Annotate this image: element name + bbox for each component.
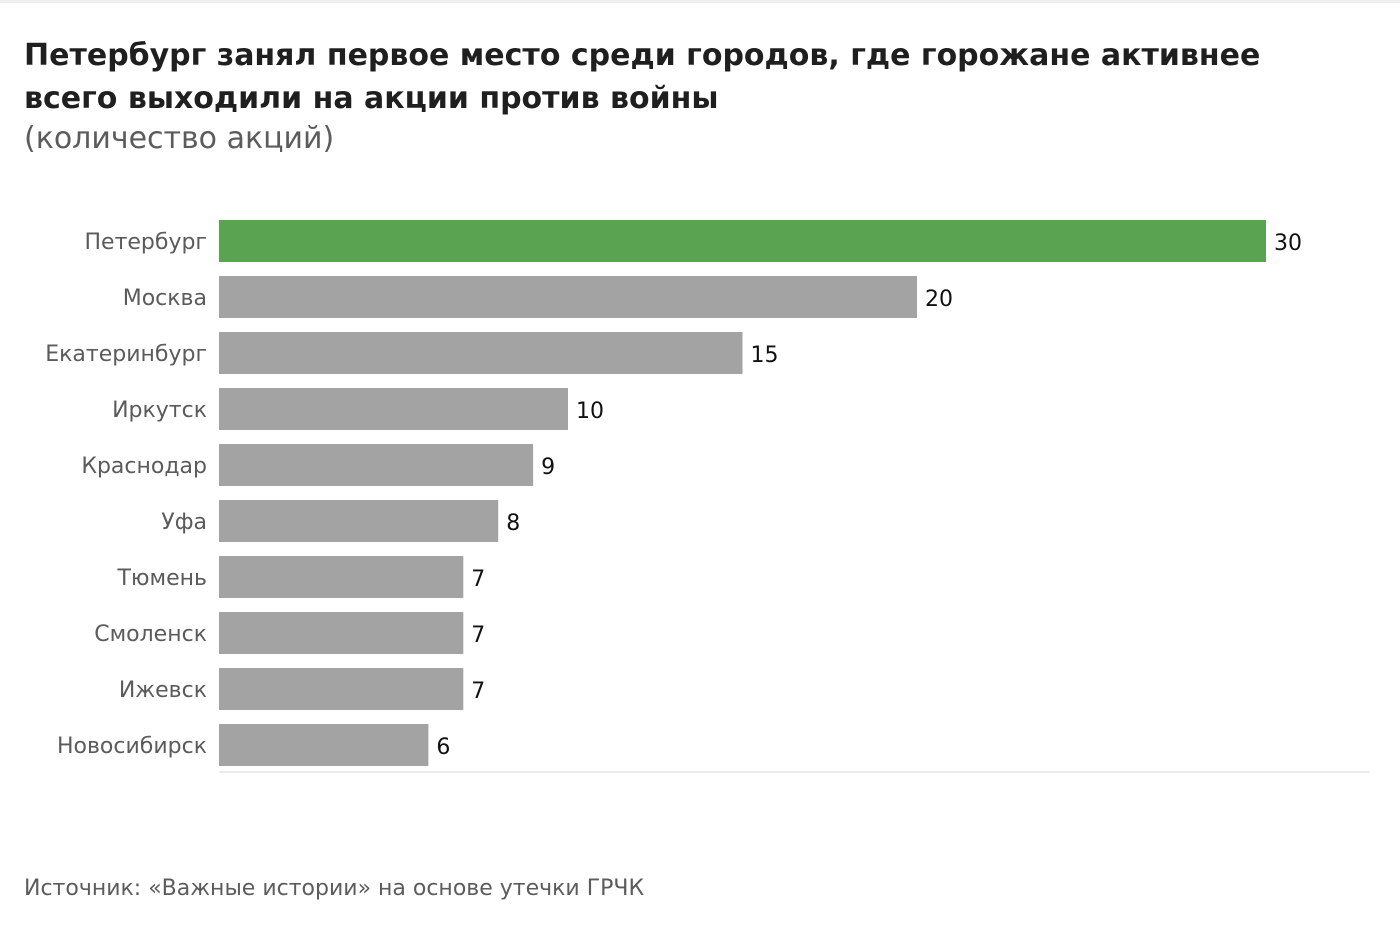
bar-6 <box>219 500 499 542</box>
chart-title: Петербург занял первое место среди город… <box>24 38 1261 116</box>
chart-subtitle: (количество акций) <box>24 121 335 156</box>
category-label-4: Иркутск <box>112 398 207 423</box>
value-label-3: 15 <box>751 343 779 368</box>
category-label-1: Петербург <box>84 230 207 255</box>
category-label-8: Смоленск <box>94 622 207 647</box>
category-label-3: Екатеринбург <box>45 342 207 367</box>
bar-1 <box>219 220 1266 262</box>
value-label-5: 9 <box>541 455 555 480</box>
category-label-2: Москва <box>123 286 207 311</box>
category-label-9: Ижевск <box>119 678 207 703</box>
value-label-10: 6 <box>436 735 450 760</box>
bar-3 <box>219 332 743 374</box>
bar-9 <box>219 668 464 710</box>
bar-7 <box>219 556 464 598</box>
value-label-2: 20 <box>925 287 953 312</box>
category-label-10: Новосибирск <box>57 734 207 759</box>
value-label-8: 7 <box>471 623 485 648</box>
category-label-6: Уфа <box>161 510 207 535</box>
value-label-6: 8 <box>506 511 520 536</box>
bar-5 <box>219 444 534 486</box>
value-label-1: 30 <box>1274 231 1302 256</box>
source-note: Источник: «Важные истории» на основе уте… <box>24 876 645 901</box>
bar-2 <box>219 276 917 318</box>
category-label-5: Краснодар <box>81 454 207 479</box>
value-label-9: 7 <box>471 679 485 704</box>
bar-10 <box>219 724 429 766</box>
top-rule <box>0 0 1400 3</box>
category-label-7: Тюмень <box>117 566 207 591</box>
value-label-7: 7 <box>471 567 485 592</box>
bar-4 <box>219 388 568 430</box>
bar-8 <box>219 612 464 654</box>
value-label-4: 10 <box>576 399 604 424</box>
